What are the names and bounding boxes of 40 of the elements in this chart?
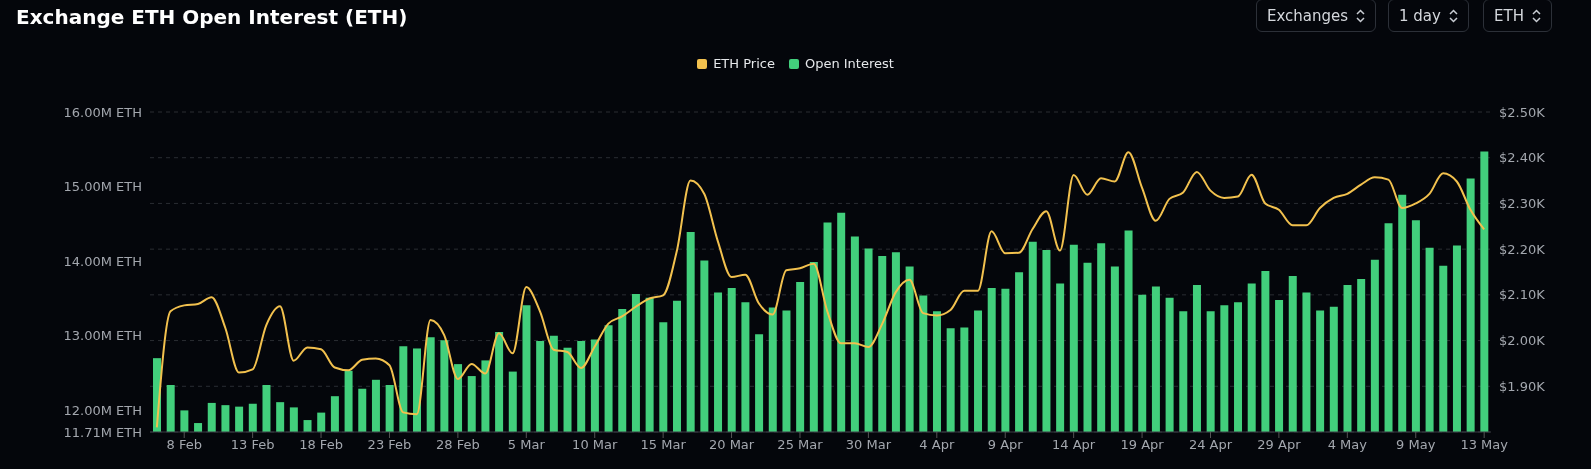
y-tick-label: 14.00M ETH	[63, 253, 142, 269]
y2-tick-label: $2.40K	[1499, 150, 1546, 166]
chart-title: Exchange ETH Open Interest (ETH)	[16, 5, 408, 29]
x-tick-label: 18 Feb	[299, 437, 343, 453]
y2-tick-label: $2.50K	[1499, 104, 1546, 120]
x-tick-label: 30 Mar	[845, 437, 892, 453]
x-tick-label: 19 Apr	[1120, 437, 1165, 453]
x-tick-label: 15 Mar	[640, 437, 687, 453]
x-tick-label: 24 Apr	[1188, 437, 1233, 453]
x-tick-label: 9 Apr	[987, 437, 1024, 453]
y-tick-label: 13.00M ETH	[63, 328, 142, 344]
x-tick-label: 14 Apr	[1052, 437, 1096, 453]
x-tick-label: 13 Feb	[230, 437, 275, 453]
x-tick-label: 20 Mar	[708, 437, 755, 453]
legend-label: ETH Price	[712, 56, 775, 71]
text: 1 day	[1399, 6, 1441, 25]
y2-tick-label: $2.10K	[1499, 287, 1546, 303]
x-tick-label: 5 Mar	[507, 437, 546, 453]
y2-tick-label: $2.00K	[1499, 333, 1546, 349]
text: Exchanges	[1267, 6, 1349, 25]
x-tick-label: 25 Mar	[777, 437, 824, 453]
y2-tick-label: $2.30K	[1499, 196, 1546, 212]
y-tick-label: 16.00M ETH	[63, 104, 142, 120]
y-tick-label: 15.00M ETH	[63, 179, 142, 195]
x-tick-label: 13 May	[1460, 437, 1509, 453]
x-tick-label: 8 Feb	[166, 437, 202, 453]
x-tick-label: 29 Apr	[1257, 437, 1302, 453]
y2-tick-label: $2.20K	[1499, 241, 1546, 257]
x-tick-label: 10 Mar	[572, 437, 618, 453]
legend-label: Open Interest	[803, 56, 894, 71]
x-tick-label: 4 May	[1327, 437, 1368, 453]
y2-tick-label: $1.90K	[1499, 378, 1546, 394]
line-series	[155, 151, 1486, 429]
y-tick-label: 12.00M ETH	[63, 402, 142, 418]
text: ETH	[1494, 6, 1524, 25]
x-tick-label: 28 Feb	[436, 437, 480, 453]
y-tick-label: 11.71M ETH	[63, 424, 142, 440]
x-tick-label: 9 May	[1396, 437, 1436, 453]
x-tick-label: 23 Feb	[367, 437, 412, 453]
x-tick-label: 4 Apr	[919, 437, 955, 453]
